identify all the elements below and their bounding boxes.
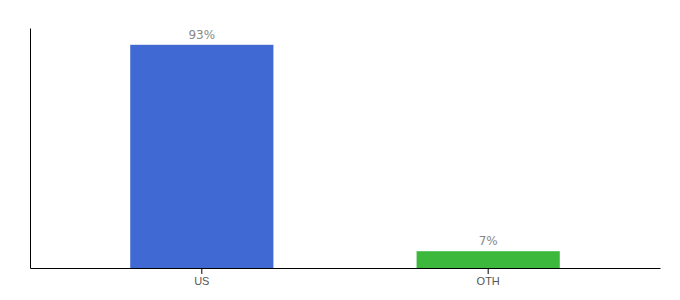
x-tick-line (201, 268, 202, 274)
y-axis-line (30, 29, 31, 269)
x-tick-label: US (194, 275, 209, 287)
bar (417, 251, 560, 268)
plot: US OTH 93% 7% (31, 28, 661, 287)
data-label: 93% (188, 28, 215, 42)
chart: US OTH 93% 7% (0, 0, 680, 300)
data-labels: 93% 7% (188, 28, 497, 248)
bar (130, 45, 273, 268)
x-tick-label: OTH (477, 275, 500, 287)
x-tick: OTH (477, 268, 500, 287)
y-axis (30, 29, 31, 269)
x-tick-line (488, 268, 489, 274)
data-label: 7% (479, 234, 498, 248)
x-tick: US (194, 268, 209, 287)
x-axis: US OTH (31, 268, 661, 287)
x-axis-line (31, 268, 661, 269)
bars (130, 45, 560, 268)
